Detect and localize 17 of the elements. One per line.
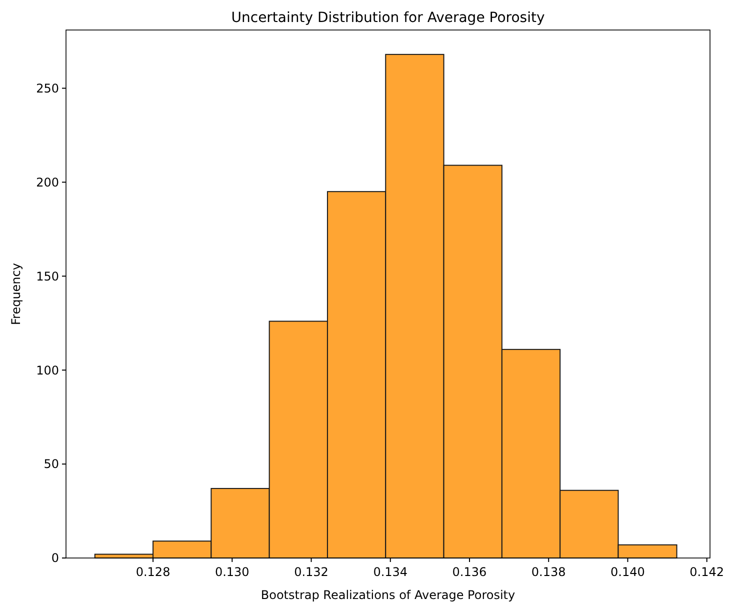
y-tick-label: 50 bbox=[44, 457, 59, 472]
chart-title: Uncertainty Distribution for Average Porosity bbox=[231, 10, 545, 26]
x-tick-label: 0.132 bbox=[294, 565, 328, 579]
x-tick-label: 0.138 bbox=[531, 565, 566, 579]
y-tick-label: 150 bbox=[36, 269, 59, 284]
x-tick-label: 0.134 bbox=[373, 565, 408, 579]
y-tick-label: 100 bbox=[36, 363, 59, 378]
x-tick-label: 0.140 bbox=[610, 565, 645, 579]
x-tick-label: 0.136 bbox=[452, 565, 487, 579]
x-tick-label: 0.128 bbox=[136, 565, 170, 579]
y-tick-label: 0 bbox=[51, 551, 59, 566]
x-tick-label: 0.130 bbox=[214, 565, 250, 579]
y-tick-label: 250 bbox=[36, 81, 59, 96]
y-tick-label: 200 bbox=[36, 175, 59, 190]
x-axis-title: Bootstrap Realizations of Average Porosity bbox=[260, 588, 516, 602]
y-axis-title: Frequency bbox=[9, 263, 23, 325]
x-tick-label: 0.142 bbox=[690, 565, 724, 579]
